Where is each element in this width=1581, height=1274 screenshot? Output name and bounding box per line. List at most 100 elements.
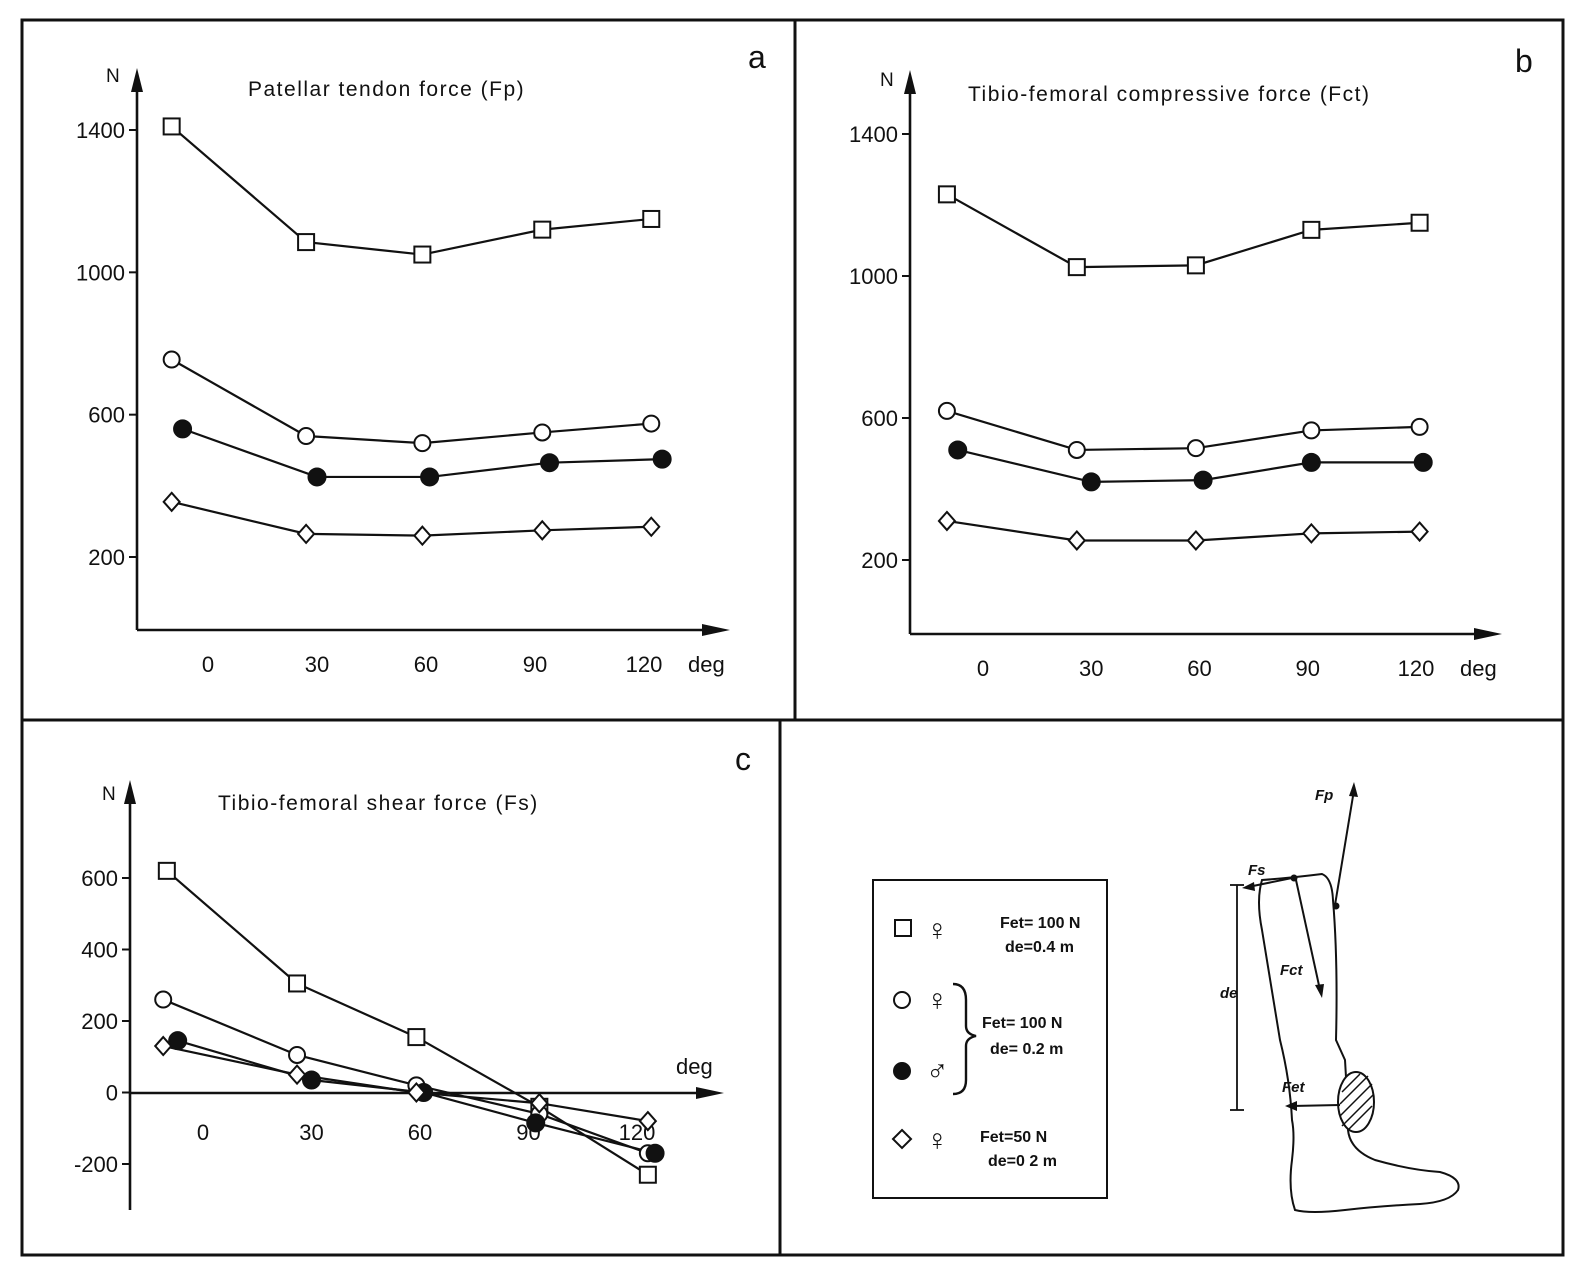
legend-bracket [952,982,977,1096]
fp-arrow-head [1349,782,1358,797]
fp-origin-dot [1332,902,1340,910]
chart-c-title: Tibio-femoral shear force (Fs) [218,792,539,815]
series-line-open-square [170,125,652,256]
chart-a: a Patellar tendon force (Fp) N deg 200 60… [76,39,766,677]
data-point-open-square [1186,256,1205,275]
legend-square-marker [894,919,912,937]
x-tick-label: 30 [1079,656,1103,681]
data-point-open-circle [1186,439,1205,458]
panel-frames [20,18,1565,1257]
fp-label: Fp [1315,787,1333,804]
legend-sex-symbol-3: ♀ [926,1124,949,1157]
x-tick-label: 0 [977,656,989,681]
x-tick-label: 30 [299,1120,323,1145]
fet-arrow-head [1285,1101,1297,1111]
data-point-open-diamond [641,516,661,538]
x-tick-label: 30 [305,652,329,677]
chart-c: c Tibio-femoral shear force (Fs) N deg -… [74,741,751,1210]
de-label: de [1220,985,1238,1002]
data-point-open-circle [937,401,956,420]
y-axis-arrowhead [904,70,916,94]
data-point-open-diamond [1302,522,1321,544]
series-line-open-square [946,193,1420,269]
data-point-open-circle [642,414,661,433]
legend-entry-3-line-2: de=0 2 m [988,1153,1057,1170]
legend-sex-symbol-1: ♀ [926,984,949,1017]
data-point-open-diamond [530,1092,549,1114]
data-point-open-square [1302,220,1321,239]
fs-arrow-head [1242,882,1255,891]
data-point-open-square [162,117,181,136]
fct-label: Fct [1280,962,1304,979]
legend-sex-symbol-2: ♂ [926,1055,949,1088]
data-point-open-square [638,1165,657,1184]
fs-arrow-line [1247,877,1293,888]
y-tick-label: 1000 [76,260,125,285]
hatch-lines [1339,1073,1374,1131]
data-point-open-circle [1067,440,1086,459]
y-tick-label: 600 [861,406,898,431]
data-point-filled-circle [526,1113,546,1133]
data-point-open-square [1410,213,1429,232]
data-point-open-circle [297,427,316,446]
fct-arrow-head [1315,984,1324,998]
x-tick-label: 120 [626,652,663,677]
series-line-open-circle [171,358,652,445]
data-point-filled-circle [1081,472,1101,492]
y-tick-label: 1000 [849,264,898,289]
data-point-open-square [937,185,956,204]
fet-label: Fet [1282,1079,1306,1096]
data-point-open-square [642,209,661,228]
data-point-open-diamond [153,1035,173,1057]
y-tick-label: 200 [88,545,125,570]
data-point-open-circle [288,1045,307,1064]
data-point-filled-circle [1193,470,1213,490]
data-point-open-diamond [532,519,552,541]
y-tick-label: 200 [861,548,898,573]
panel-letter-a: a [748,39,766,75]
data-point-open-square [288,974,307,993]
data-point-open-diamond [638,1110,658,1132]
y-tick-label: 600 [81,866,118,891]
data-point-open-circle [162,350,181,369]
legend-open-circle-marker [893,991,911,1009]
x-tick-label: 0 [202,652,214,677]
outer-frame [20,18,1565,1257]
data-point-filled-circle [948,440,968,460]
data-point-open-square [413,245,432,264]
legend-entry-0-line-1: Fet= 100 N [1000,915,1080,932]
legend-bracket-line-1: Fet= 100 N [982,1015,1062,1032]
data-point-open-diamond [937,510,957,532]
x-axis-arrowhead [1474,628,1502,640]
chart-a-ylabel: N [106,66,120,87]
y-tick-label: 400 [81,938,118,963]
y-tick-label: 1400 [849,122,898,147]
data-point-open-square [157,861,176,880]
x-tick-label: 0 [197,1120,209,1145]
legend-entry-3-line-1: Fet=50 N [980,1129,1047,1146]
data-point-open-diamond [1186,529,1206,551]
chart-b-ylabel: N [880,70,894,91]
data-point-filled-circle [540,453,560,473]
data-point-filled-circle [168,1031,188,1051]
data-point-open-diamond [1067,529,1087,551]
y-axis-arrowhead [124,780,136,804]
data-point-open-diamond [162,491,182,513]
legend-bracket-line-2: de= 0.2 m [990,1041,1063,1058]
legend-entry-0-line-2: de=0.4 m [1005,939,1074,956]
leg-diagram: Fp Fs Fct Fet de [1220,782,1460,1213]
legend-filled-circle-marker [893,1062,911,1080]
data-point-open-diamond [287,1064,307,1086]
x-tick-label: 60 [414,652,438,677]
data-point-open-diamond [296,523,316,545]
data-point-open-circle [413,434,432,453]
y-tick-label: 200 [81,1009,118,1034]
fs-label: Fs [1248,862,1266,879]
chart-c-xlabel: deg [676,1054,713,1079]
x-axis-arrowhead [696,1087,724,1099]
data-point-filled-circle [1301,452,1321,472]
data-point-filled-circle [645,1143,665,1163]
series-line-open-diamond [946,519,1420,542]
legend-sex-symbol-0: ♀ [926,914,949,947]
